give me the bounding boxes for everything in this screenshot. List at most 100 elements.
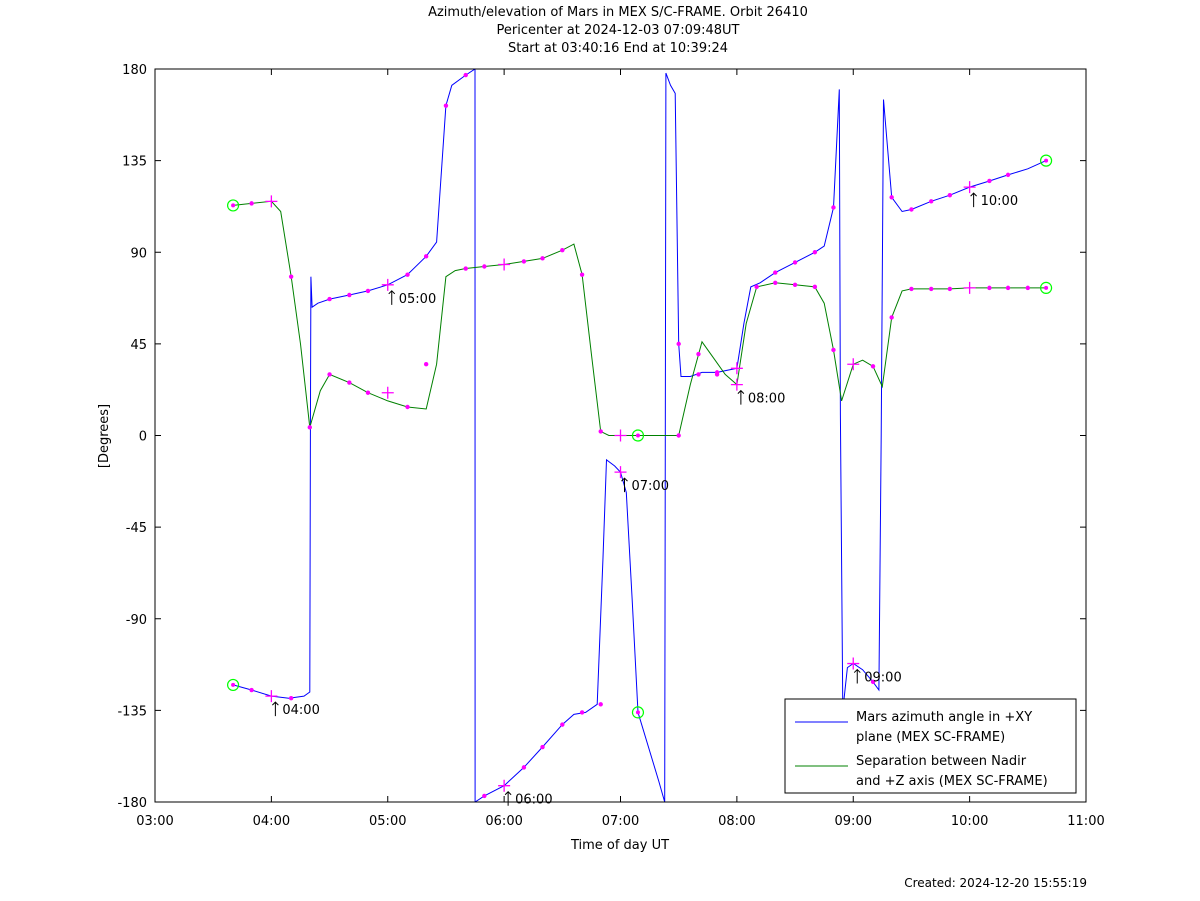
series-line-separation [233,200,1047,436]
legend-label-azimuth-1: Mars azimuth angle in +XY [856,710,1032,725]
hour-point-plus [730,378,743,391]
hour-point-plus [847,657,860,670]
data-point-dot [773,270,778,275]
hour-annotation-arrow [388,290,396,305]
endpoint-circle [1039,154,1053,167]
x-tick-label: 10:00 [951,814,988,829]
data-point-dot [405,272,410,277]
data-point-dot [909,207,914,212]
data-point-dot [540,744,545,750]
endpoint-circle [631,706,645,719]
data-point-dot [987,285,992,291]
data-point-dot [423,254,429,259]
data-point-dot [560,248,565,253]
y-axis-label: [Degrees] [97,404,112,468]
y-tick-label: -180 [117,796,147,811]
series-layer [232,69,1047,802]
data-point-dot [812,250,818,255]
data-point-dot [443,103,449,108]
data-point-dot [1005,172,1011,178]
y-tick-label: -45 [126,521,147,536]
legend: Mars azimuth angle in +XY plane (MEX SC-… [784,698,1077,794]
data-point-dot [889,195,894,200]
hour-point-plus [963,181,976,194]
data-point-dot [327,372,332,377]
endpoint-dot [1044,285,1049,290]
data-point-dot [560,722,565,727]
x-tick-label: 09:00 [835,814,872,829]
data-point-dot [598,429,603,434]
data-point-dot [870,364,876,369]
hour-point-plus [265,690,278,703]
legend-box [784,698,1077,794]
hour-annotation-arrow [970,192,977,208]
data-point-dot [870,679,876,685]
data-point-dot [812,284,818,290]
data-point-dot [482,793,487,799]
hour-annotation-arrow [504,791,512,806]
data-point-dot [1005,285,1011,291]
data-point-dot [792,282,798,288]
hour-point-plus [614,429,627,442]
data-point-dot [482,264,487,269]
data-point-dot [987,178,992,184]
endpoint-dot [635,710,640,715]
x-tick-label: 11:00 [1067,814,1104,829]
data-point-dot [249,201,254,206]
chart-title-line-3: Start at 03:40:16 End at 10:39:24 [507,41,729,56]
hour-annotation-label: 10:00 [981,194,1018,209]
hour-point-plus [265,195,278,208]
data-point-dot [288,274,294,279]
hour-annotation-label: 06:00 [515,793,552,808]
y-tick-label: 45 [130,338,147,353]
hour-annotation-label: 05:00 [399,292,436,307]
x-tick-label: 03:00 [136,814,173,829]
data-point-dot [307,425,312,430]
data-point-dot [521,765,527,770]
y-tick-label: 135 [122,155,147,170]
data-point-dot [327,296,332,302]
x-tick-label: 04:00 [253,814,290,829]
data-point-dot [889,315,894,320]
x-tick-label: 05:00 [369,814,406,829]
hour-point-plus [381,278,394,291]
data-point-dot [347,292,352,298]
data-point-dot [365,390,371,395]
chart-title-line-2: Pericenter at 2024-12-03 07:09:48UT [496,23,740,38]
y-tick-label: -90 [126,613,147,628]
hour-annotation-label: 09:00 [864,671,901,686]
data-point-dot [676,433,681,438]
hour-point-plus [498,779,511,792]
y-tick-label: -135 [117,704,147,719]
hour-point-plus [498,258,511,271]
hour-annotation-label: 08:00 [748,392,785,407]
hour-point-plus [614,466,627,479]
data-point-dot [1025,285,1031,291]
hour-annotation-label: 07:00 [632,479,669,494]
data-point-dot [347,380,352,385]
hour-annotation-arrow [272,701,279,717]
endpoint-circle [1039,281,1053,294]
data-point-dot [598,702,603,707]
hour-annotation-label: 04:00 [282,703,319,718]
endpoint-dot [231,682,236,687]
created-timestamp: Created: 2024-12-20 15:55:19 [904,876,1087,890]
endpoint-dot [635,433,640,438]
data-point-dot [423,362,429,367]
data-point-dot [540,256,545,261]
x-axis-label: Time of day UT [570,838,669,853]
data-point-dot [929,286,934,292]
data-point-dot [676,341,681,347]
legend-label-separation-1: Separation between Nadir [856,754,1027,769]
data-point-dot [463,266,468,271]
data-point-dot [909,286,914,292]
data-point-dot [579,272,585,277]
endpoint-circle [226,199,240,212]
data-point-dot [947,286,953,292]
endpoint-circle [226,678,240,692]
hour-point-plus [730,362,743,375]
data-point-dot [831,205,836,210]
data-point-dot [579,710,585,715]
hour-annotation-arrow [737,389,745,405]
